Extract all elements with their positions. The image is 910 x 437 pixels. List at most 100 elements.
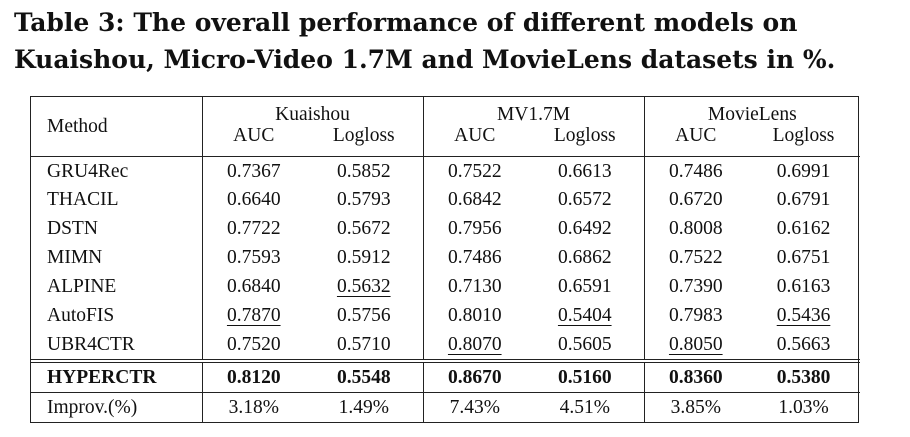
table-caption: Table 3: The overall performance of diff… [14,8,836,74]
value-text: 0.6613 [557,160,612,182]
group-header-kuaishou: Kuaishou [201,97,423,125]
value-cell: 0.5793 [305,186,423,215]
metric-header: Logloss [553,125,616,147]
value-text: 0.8008 [668,218,723,240]
metric-header: AUC [422,124,526,157]
table-row: DSTN 0.7722 0.5672 0.7956 0.6492 0.8008 0.6162 [31,214,860,244]
method-cell: AutoFIS [47,304,115,326]
value-cell: 1.49% [305,392,423,422]
method-cell: DSTN [47,218,98,240]
value-cell: 0.5605 [526,330,644,361]
value-cell: 0.7956 [422,214,526,244]
group-header-movielens: MovieLens [643,97,861,125]
value-cell: 0.6492 [526,215,644,244]
value-text: 0.7130 [447,276,502,298]
value-cell: 0.7870 [201,301,305,331]
value-text: 0.8010 [447,304,502,326]
value-text: 0.6720 [668,189,723,211]
value-text: 0.5605 [557,333,612,355]
value-cell: 0.5436 [747,301,860,330]
value-text: 0.5380 [776,366,831,388]
results-table: Method Kuaishou MV1.7M MovieLens AUC Log… [30,96,861,423]
method-cell: GRU4Rec [31,155,202,186]
value-text: 0.5793 [336,189,391,211]
value-text: 0.7486 [668,160,723,182]
value-text: 0.8670 [447,366,502,388]
value-cell: 0.7520 [201,330,305,362]
value-cell: 0.8360 [643,359,748,393]
value-text: 0.6751 [776,247,831,269]
value-text: 0.5404 [557,304,612,326]
value-cell: 0.5380 [747,359,861,393]
value-cell: 0.6591 [526,272,644,301]
table-row: MIMN 0.7593 0.5912 0.7486 0.6862 0.7522 0.6751 [31,243,860,273]
table-row: AutoFIS 0.7870 0.5756 0.8010 0.5404 0.7983 0.5… [31,301,860,331]
value-text: 0.6842 [447,189,502,211]
value-text: 0.7870 [226,304,281,326]
value-cell: 0.5632 [305,272,423,301]
value-text: 1.03% [778,396,829,418]
value-cell: 0.7486 [422,243,526,273]
value-text: 0.7983 [668,304,723,326]
value-text: 0.7486 [447,247,502,269]
value-text: 0.7522 [447,160,502,182]
value-text: 0.7367 [226,160,281,182]
value-cell: 0.5852 [305,155,423,186]
value-text: 0.6572 [557,189,612,211]
metric-header: Logloss [332,125,395,147]
value-cell: 0.6163 [747,272,860,301]
value-cell: 0.7486 [643,155,748,186]
header-row-groups: Method Kuaishou MV1.7M MovieLens [31,97,861,136]
value-cell: 0.8120 [201,359,305,393]
value-text: 0.6791 [776,189,831,211]
value-cell: 0.8008 [643,214,748,244]
value-cell: 0.7367 [201,155,305,186]
value-text: 0.7722 [226,218,281,240]
value-text: 4.51% [559,396,610,418]
value-cell: 0.5663 [747,330,860,361]
value-cell: 0.6991 [747,155,861,186]
value-cell: 0.8010 [422,301,526,331]
value-text: 0.8050 [668,333,723,355]
value-cell: 0.6862 [526,244,644,273]
value-text: 0.6492 [557,218,612,240]
value-cell: 0.7522 [422,155,526,186]
value-cell: 0.6613 [526,155,645,186]
value-cell: 0.6791 [747,186,860,215]
value-cell: 7.43% [422,392,526,422]
value-cell: 0.7390 [643,272,748,302]
value-text: 0.5852 [336,160,391,182]
value-text: 3.85% [670,396,721,418]
value-cell: 0.5548 [305,359,423,393]
value-cell: 0.8670 [422,359,526,393]
method-cell: ALPINE [47,276,117,298]
value-text: 0.5663 [776,333,831,355]
method-header: Method [47,115,108,137]
value-text: 0.6640 [226,189,281,211]
value-text: 3.18% [228,396,279,418]
value-text: 7.43% [449,396,500,418]
value-text: 0.6163 [776,276,831,298]
table-row: THACIL 0.6640 0.5793 0.6842 0.6572 0.6720 0.67… [31,185,860,215]
value-text: 0.8120 [226,366,281,388]
value-cell: 0.6162 [747,215,860,244]
value-text: 0.7956 [447,218,502,240]
value-text: 0.7593 [226,247,281,269]
value-cell: 0.7522 [643,243,748,273]
value-text: 0.6862 [557,247,612,269]
table-row: UBR4CTR 0.7520 0.5710 0.8070 0.5605 0.8050 0.5… [31,330,860,362]
value-cell: 0.5160 [526,359,645,393]
value-cell: 0.6640 [201,185,305,215]
value-text: 0.6840 [226,276,281,298]
value-cell: 0.6751 [747,244,860,273]
table-row: Improv.(%) 3.18% 1.49% 7.43% 4.51% 3.85% 1.03% [31,392,861,422]
value-cell: 0.8070 [422,330,526,362]
value-cell: 4.51% [526,392,645,422]
value-text: 0.5912 [336,247,391,269]
value-cell: 0.7130 [422,272,526,302]
metric-header: Logloss [772,125,835,147]
value-text: 0.7522 [668,247,723,269]
value-text: 0.8070 [447,333,502,355]
value-text: 1.49% [338,396,389,418]
value-cell: 0.6840 [201,272,305,302]
